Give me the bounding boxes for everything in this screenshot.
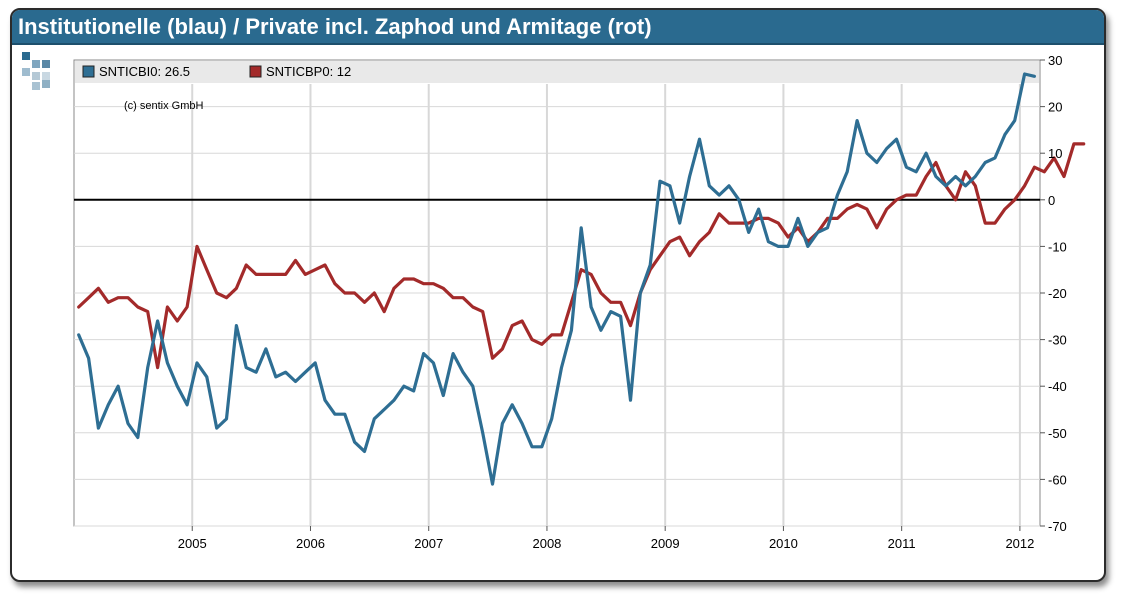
y-tick-label: -60 (1048, 472, 1067, 487)
copyright-text: (c) sentix GmbH (124, 100, 204, 112)
x-tick-label: 2011 (888, 536, 916, 551)
series-line-snticbp0 (77, 142, 1086, 370)
y-tick-label: 30 (1048, 53, 1062, 68)
y-tick-label: -50 (1048, 426, 1067, 441)
legend-swatch-blue (82, 65, 95, 78)
y-tick-label: 20 (1048, 100, 1062, 115)
series-line-snticbi0 (77, 72, 1037, 486)
legend-label-blue: SNTICBI0: 26.5 (99, 64, 190, 79)
legend-background (75, 61, 1039, 83)
x-tick-label: 2007 (414, 536, 443, 551)
y-tick-label: 10 (1048, 146, 1062, 161)
y-tick-label: -20 (1048, 286, 1067, 301)
legend-swatch-red (249, 65, 262, 78)
legend-label-red: SNTICBP0: 12 (266, 64, 351, 79)
x-tick-label: 2005 (178, 536, 207, 551)
y-tick-label: -30 (1048, 333, 1067, 348)
x-tick-label: 2008 (532, 536, 561, 551)
x-tick-label: 2006 (296, 536, 325, 551)
sentix-logo (22, 52, 58, 90)
y-tick-label: 0 (1048, 193, 1055, 208)
y-tick-label: -10 (1048, 239, 1067, 254)
legend: SNTICBI0: 26.5 SNTICBP0: 12 (75, 61, 1039, 83)
x-tick-label: 2010 (769, 536, 798, 551)
chart-title: Institutionelle (blau) / Private incl. Z… (18, 14, 652, 39)
y-tick-label: -40 (1048, 379, 1067, 394)
x-tick-label: 2009 (651, 536, 680, 551)
title-bar: Institutionelle (blau) / Private incl. Z… (12, 10, 1104, 45)
chart-panel: Institutionelle (blau) / Private incl. Z… (10, 8, 1106, 582)
line-chart: SNTICBI0: 26.5 SNTICBP0: 12 (c) sentix G… (73, 53, 1086, 551)
x-tick-label: 2012 (1005, 536, 1034, 551)
y-tick-label: -70 (1048, 519, 1067, 534)
